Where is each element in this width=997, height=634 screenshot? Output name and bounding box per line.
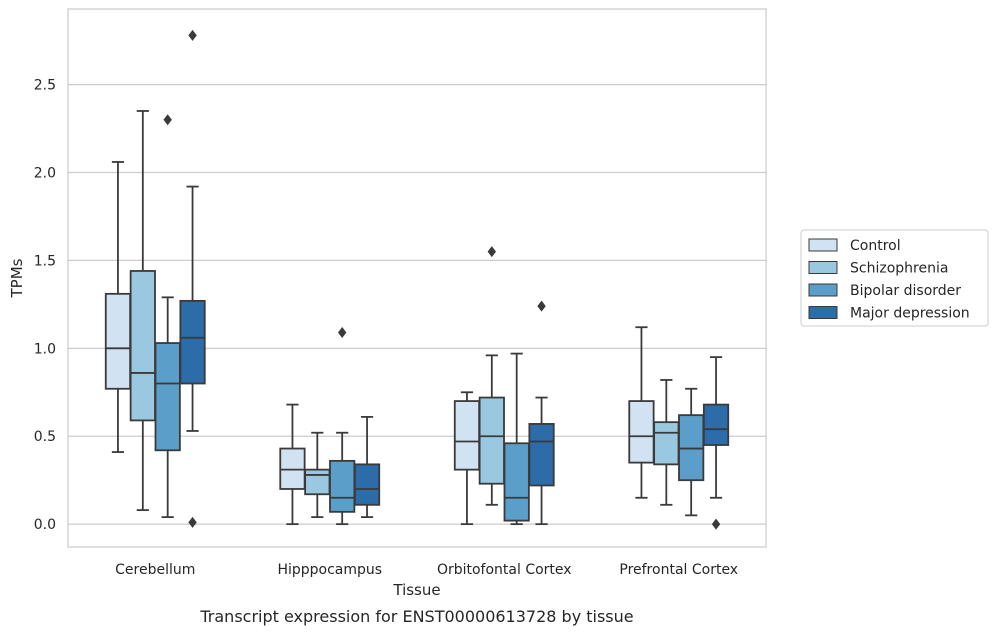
box-major-depression — [179, 29, 206, 528]
outlier-point — [188, 29, 197, 41]
plot-frame — [67, 8, 767, 548]
outlier-point — [487, 246, 497, 258]
legend-swatch — [808, 283, 838, 297]
x-tick-label: Hipppocampus — [277, 562, 382, 578]
x-tick-label: Prefrontal Cortex — [619, 562, 738, 578]
legend-label: Schizophrenia — [850, 261, 948, 277]
legend-frame — [800, 229, 989, 327]
box-bipolar-disorder — [154, 114, 181, 519]
legend-label: Major depression — [850, 306, 970, 322]
box-bipolar-disorder — [329, 327, 356, 526]
y-tick-label: 2.5 — [34, 78, 56, 94]
y-axis-label: TPMs — [8, 258, 26, 298]
iqr-box — [702, 403, 730, 446]
legend-swatch — [808, 261, 838, 274]
box-major-depression — [353, 415, 381, 519]
iqr-box — [478, 396, 505, 485]
box-control — [279, 403, 306, 526]
y-tick-label: 0.0 — [34, 517, 56, 533]
iqr-box — [104, 292, 132, 390]
box-schizophrenia — [478, 246, 505, 506]
box-control — [628, 326, 655, 499]
legend-label: Bipolar disorder — [850, 283, 961, 299]
iqr-box — [129, 270, 156, 422]
box-schizophrenia — [653, 379, 680, 506]
y-tick-labels: 0.0 0.5 1.0 1.5 2.0 2.5 — [34, 78, 56, 534]
iqr-box — [653, 421, 680, 466]
y-tick-label: 0.5 — [34, 429, 56, 445]
legend-label: Control — [850, 238, 901, 254]
y-tick-label: 2.0 — [34, 166, 56, 182]
iqr-box — [304, 468, 331, 496]
outlier-point — [188, 516, 197, 528]
outlier-point — [711, 518, 721, 530]
y-tick-label: 1.0 — [34, 341, 56, 357]
iqr-box — [628, 400, 655, 464]
x-tick-labels: Cerebellum Hipppocampus Orbitofontal Corte… — [115, 562, 738, 578]
outlier-point — [537, 300, 546, 312]
x-axis-label: Tissue — [392, 581, 440, 599]
box-major-depression — [702, 356, 730, 530]
x-tick-label: Orbitofontal Cortex — [437, 562, 572, 578]
outlier-point — [337, 327, 347, 338]
boxes-layer — [104, 29, 730, 530]
box-major-depression — [528, 300, 555, 526]
iqr-box — [329, 459, 356, 513]
legend-swatch — [808, 306, 838, 319]
x-tick-label: Cerebellum — [115, 562, 195, 578]
y-tick-label: 1.5 — [34, 253, 56, 269]
outlier-point — [163, 114, 172, 126]
chart-caption: Transcript expression for ENST0000061372… — [199, 607, 633, 626]
iqr-box — [503, 442, 530, 522]
iqr-box — [179, 299, 206, 385]
box-control — [453, 391, 481, 526]
legend-swatch — [808, 238, 838, 252]
iqr-box — [353, 463, 381, 506]
box-bipolar-disorder — [503, 352, 530, 526]
iqr-box — [453, 400, 481, 471]
box-bipolar-disorder — [678, 387, 705, 517]
iqr-box — [154, 342, 181, 452]
plot-area — [68, 9, 766, 547]
legend: Control Schizophrenia Bipolar disorder Majo… — [800, 229, 989, 327]
iqr-box — [528, 423, 555, 487]
